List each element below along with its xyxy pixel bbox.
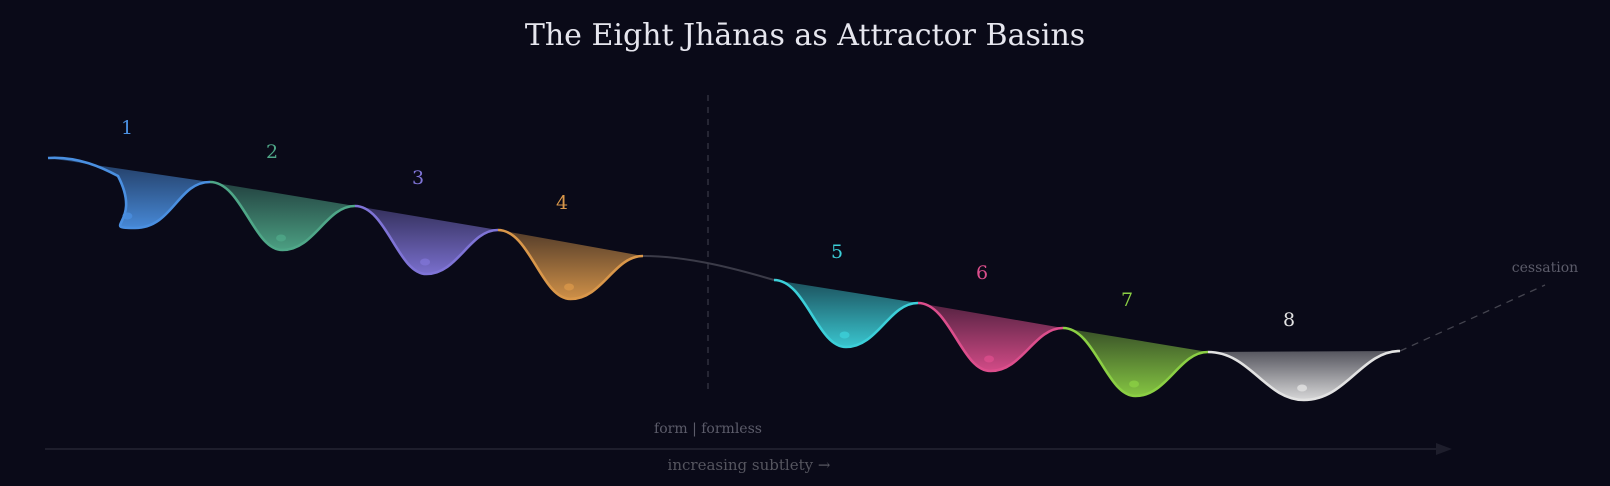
basin-8-attractor-dot <box>1297 384 1308 392</box>
basin-7-label: 7 <box>1121 289 1133 311</box>
basin-3-curve <box>354 204 499 276</box>
basin-5-fill <box>774 280 918 347</box>
subtlety-axis-arrowhead <box>1436 443 1452 455</box>
basin-7-fill <box>1063 328 1208 396</box>
basin-8-fill <box>1208 351 1400 400</box>
basin-8-curve <box>1207 349 1401 402</box>
basin-1-attractor-dot <box>122 212 133 220</box>
basin-2-label: 2 <box>266 141 278 163</box>
cessation-label: cessation <box>1512 260 1578 276</box>
diagram-title: The Eight Jhānas as Attractor Basins <box>525 18 1085 53</box>
basin-8-label: 8 <box>1283 309 1295 331</box>
basin-7-attractor-dot <box>1129 380 1140 388</box>
basin-6-curve <box>917 301 1064 373</box>
basin-5-label: 5 <box>831 241 843 263</box>
basin-3-fill <box>355 206 498 274</box>
basin-1-label: 1 <box>121 117 133 139</box>
basin-2-fill <box>210 182 355 250</box>
basins-group: 1 2 3 4 5 6 7 8 <box>47 117 1401 402</box>
basin-5-attractor-dot <box>839 331 850 339</box>
basin-6-attractor-dot <box>984 355 995 363</box>
basin-1-curve <box>47 156 211 230</box>
basin-5-curve <box>773 278 919 349</box>
basin-2-curve <box>209 180 356 252</box>
basin-4-curve <box>497 228 644 301</box>
basin-4-label: 4 <box>556 192 568 214</box>
basin-3-attractor-dot <box>420 258 431 266</box>
axis-label: increasing subtlety → <box>668 456 831 474</box>
basin-4-attractor-dot <box>564 283 575 291</box>
divider-label: form | formless <box>654 421 762 437</box>
basin-7-curve <box>1062 326 1209 398</box>
basin-3-label: 3 <box>412 167 424 189</box>
basin-6-fill <box>918 303 1063 371</box>
basin-6-label: 6 <box>976 262 988 284</box>
cessation-path <box>1399 284 1546 352</box>
basin-2-attractor-dot <box>276 234 287 242</box>
form-formless-transition-curve <box>642 255 775 281</box>
basin-4-fill <box>498 230 643 299</box>
